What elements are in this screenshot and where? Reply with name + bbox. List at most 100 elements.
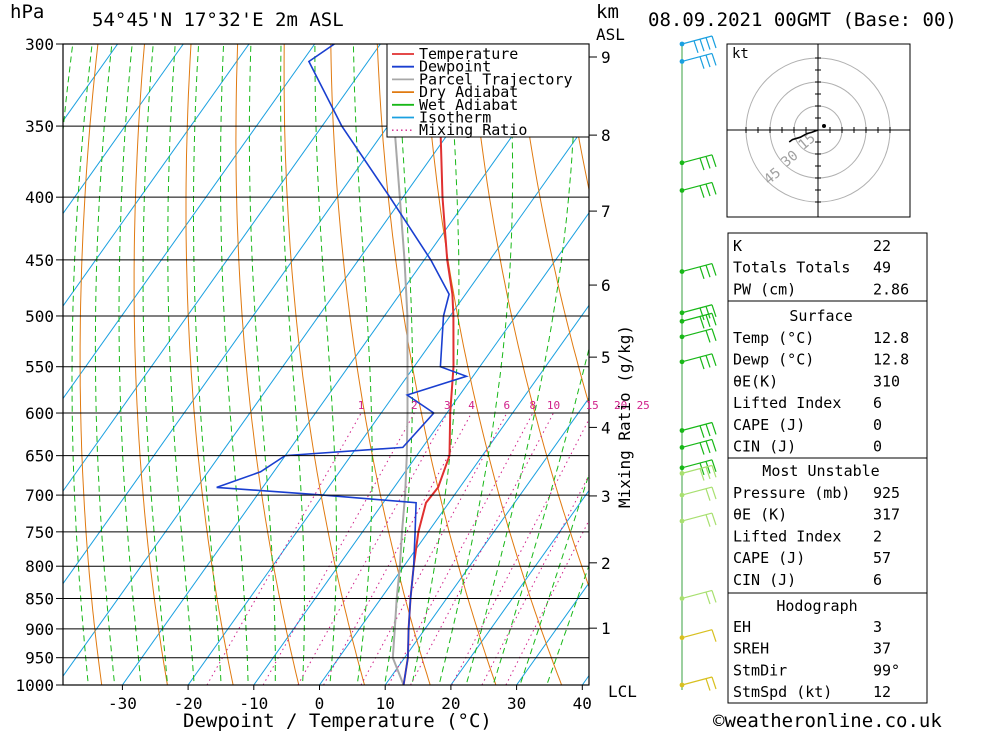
wet-adiabat-line <box>142 44 169 685</box>
wind-barb-shaft <box>681 589 713 600</box>
dry-adiabat-line <box>423 44 563 685</box>
x-tick-label: -20 <box>174 694 203 713</box>
legend-box <box>386 43 590 138</box>
index-label: Lifted Index <box>733 394 841 412</box>
dry-adiabat-line <box>469 44 589 589</box>
wind-barb-shaft <box>681 629 713 639</box>
wind-barb-feather <box>699 425 705 438</box>
wind-barb-feather <box>711 353 717 367</box>
index-value: 2 <box>873 527 882 545</box>
dry-adiabat-line <box>376 44 497 685</box>
legend-label: Parcel Trajectory <box>419 70 573 88</box>
pressure-tick-label: 550 <box>25 358 54 377</box>
wind-barb-dot <box>679 160 685 166</box>
wet-adiabat-line <box>193 44 222 685</box>
wind-barb-feather <box>705 355 711 368</box>
wind-barb-shaft <box>681 181 713 192</box>
wet-adiabat-line <box>220 44 249 685</box>
wind-barb-feather <box>699 316 705 329</box>
index-value: 12.8 <box>873 329 909 347</box>
wind-barb-feather <box>705 591 711 605</box>
wind-barb-feather <box>711 35 717 49</box>
wind-barb-feather <box>699 307 705 321</box>
wind-barb-shaft <box>681 52 713 63</box>
wind-barb-shaft <box>681 353 713 363</box>
storm-motion-marker <box>822 124 826 128</box>
pressure-tick-label: 800 <box>25 557 54 576</box>
x-tick-labels: -30 -20 -10 0 10 20 30 40 <box>108 685 592 713</box>
wet-adiabat-line <box>167 44 195 685</box>
wet-adiabat-line <box>519 472 589 685</box>
wet-adiabat-line <box>248 44 276 685</box>
pressure-tick-labels: 300 350 400 450 500 550 600 650 700 750 800 850 900 9… <box>15 35 54 695</box>
wind-barb-feather <box>705 156 711 169</box>
isotherm-line <box>450 489 589 685</box>
km-tick-label: 1 <box>601 619 611 638</box>
index-value: 310 <box>873 372 900 390</box>
index-value: 99° <box>873 661 900 679</box>
km-tick-label: 4 <box>601 418 611 437</box>
index-label: Totals Totals <box>733 259 850 277</box>
wind-barb-feather <box>711 53 717 66</box>
wind-barb-feather <box>705 37 711 50</box>
pressure-tick-label: 300 <box>25 35 54 54</box>
mixing-ratio-axis-label: Mixing Ratio (g/kg) <box>615 325 634 508</box>
isotherm-line <box>63 44 513 677</box>
dewpoint-line <box>216 44 469 685</box>
mixing-ratio-line <box>297 412 448 685</box>
indices-table: K 22 Totals Totals 49 PW (cm) 2.86 Surface Temp… <box>727 232 928 704</box>
pressure-unit: hPa <box>10 1 44 23</box>
dry-adiabat-line <box>133 44 168 685</box>
plot-frame <box>62 43 590 686</box>
mixing-ratio-line <box>481 473 589 685</box>
x-tick-label: 30 <box>507 694 526 713</box>
wind-barb-feather <box>699 56 705 69</box>
wind-barb-feather <box>699 39 705 52</box>
pressure-tick-label: 1000 <box>15 676 54 695</box>
datetime-title: 08.09.2021 00GMT (Base: 00) <box>648 9 957 31</box>
km-tick-label: 6 <box>601 276 611 295</box>
wind-barb-shaft <box>681 464 713 474</box>
copyright: ©weatheronline.co.uk <box>713 710 942 732</box>
hodograph-indices-box <box>727 592 928 704</box>
mixing-ratio-line <box>410 412 554 685</box>
index-label: θE (K) <box>733 506 787 524</box>
dry-adiabat-line <box>283 44 366 685</box>
km-tick-labels: 1 2 3 4 5 6 7 8 9 <box>589 48 611 638</box>
wind-barb-dot <box>679 188 685 193</box>
index-value: 12.8 <box>873 351 909 369</box>
pressure-tick-label: 850 <box>25 589 54 608</box>
wet-adiabat-line <box>546 564 589 685</box>
wind-barb-feather <box>705 183 711 197</box>
hodograph-indices-title: Hodograph <box>776 597 857 615</box>
index-value: 57 <box>873 549 891 567</box>
pressure-tick-label: 450 <box>25 251 54 270</box>
wind-barb-feather <box>711 304 717 317</box>
index-label: CAPE (J) <box>733 549 805 567</box>
dry-adiabat-line <box>930 26 1000 711</box>
wind-barb-feather <box>699 356 705 370</box>
pressure-tick-label: 500 <box>25 307 54 326</box>
index-label: Lifted Index <box>733 527 841 545</box>
wind-barb-feather <box>705 678 711 691</box>
wind-barb-feather <box>705 264 711 278</box>
index-value: 0 <box>873 416 882 434</box>
index-value: 3 <box>873 618 882 636</box>
pressure-tick-label: 750 <box>25 523 54 542</box>
wind-barb-feather <box>705 314 711 328</box>
most-unstable-title: Most Unstable <box>762 462 879 480</box>
wind-barb-feather <box>711 328 717 342</box>
wind-barb-feather <box>705 461 711 474</box>
wind-barb-shaft <box>681 262 713 273</box>
isotherm-line <box>63 44 316 400</box>
isotherm-line <box>63 44 250 307</box>
pressure-tick-label: 350 <box>25 117 54 136</box>
isotherm-line <box>63 44 447 585</box>
mixing-ratio-tick-label: 20 <box>614 399 627 412</box>
index-value: 317 <box>873 506 900 524</box>
x-tick-label: -10 <box>239 694 268 713</box>
index-label: StmSpd (kt) <box>733 683 832 701</box>
wind-barb-feather <box>711 182 717 195</box>
km-tick-label: 8 <box>601 126 611 145</box>
wet-adiabat-line <box>492 346 589 685</box>
